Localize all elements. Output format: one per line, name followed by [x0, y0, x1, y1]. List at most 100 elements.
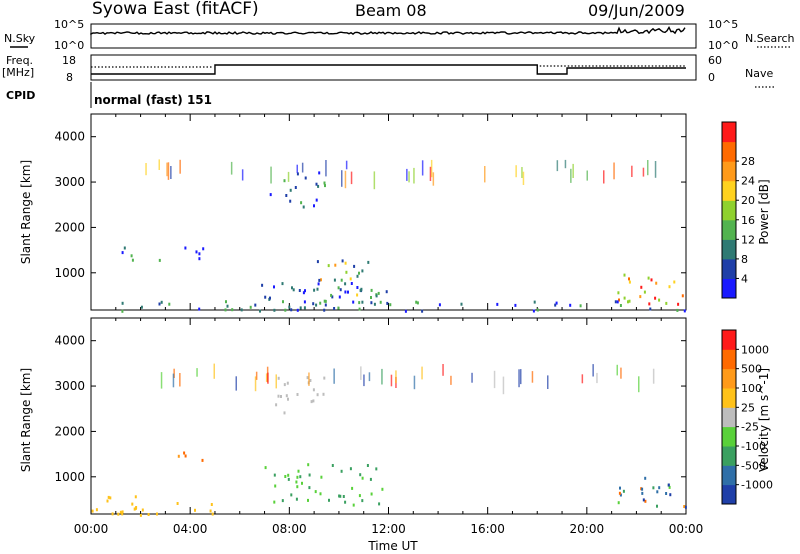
range-cell: [275, 403, 278, 407]
range-cell: [404, 309, 407, 313]
range-cell: [350, 171, 353, 185]
power-colorbar-label: Power [dB]: [757, 179, 771, 244]
cpid-label: CPID: [6, 89, 35, 102]
range-cell: [156, 512, 158, 516]
colorbar-swatch: [722, 239, 736, 260]
range-cell: [254, 303, 257, 307]
range-cell: [198, 307, 201, 311]
range-cell: [416, 301, 419, 305]
freq-tick-top: 18: [62, 54, 76, 67]
range-cell: [196, 368, 198, 377]
range-cell: [226, 304, 229, 308]
range-cell: [361, 476, 364, 480]
range-cell: [323, 376, 326, 380]
range-cell: [656, 504, 658, 508]
range-cell: [627, 300, 629, 304]
range-cell: [123, 246, 126, 250]
colorbar-swatch: [722, 258, 736, 279]
range-cell: [515, 165, 517, 178]
range-cell: [269, 193, 272, 197]
range-cell: [211, 512, 214, 516]
nsky-trace: [90, 26, 686, 36]
nsky-tick-top: 10^5: [54, 18, 84, 31]
range-cell: [356, 286, 359, 289]
range-cell: [647, 160, 649, 176]
range-cell: [303, 300, 306, 304]
nave-label: Nave: [745, 67, 773, 80]
range-cell: [395, 370, 397, 384]
range-cell: [259, 309, 261, 313]
range-cell: [296, 308, 299, 312]
colorbar-frame: [721, 121, 737, 299]
range-cell: [668, 485, 671, 489]
colorbar-swatch: [722, 219, 736, 240]
range-cell: [361, 269, 364, 273]
range-cell: [147, 513, 150, 516]
range-cell: [370, 492, 373, 496]
range-cell: [267, 372, 269, 384]
range-cell: [340, 278, 343, 282]
nsky-panel: [90, 23, 697, 49]
nsearch-label: N.Search: [745, 32, 795, 45]
range-cell: [570, 168, 572, 183]
colorbar-swatch: [722, 200, 736, 221]
range-cell: [460, 302, 463, 306]
range-cell: [358, 494, 361, 498]
panel-frame: [90, 113, 687, 311]
range-cell: [314, 490, 317, 494]
range-cell: [235, 376, 237, 391]
range-cell: [324, 184, 326, 188]
range-cell: [322, 392, 325, 396]
range-cell: [301, 481, 303, 485]
range-cell: [95, 508, 98, 512]
colorbar-tick-label: -1000: [741, 479, 773, 492]
range-cell: [287, 397, 289, 401]
range-cell: [677, 302, 680, 306]
range-cell: [619, 493, 622, 497]
freq-line: [91, 64, 686, 75]
range-cell: [623, 296, 626, 300]
range-cell: [202, 247, 205, 251]
range-cell: [569, 303, 572, 307]
cpid-value: normal (fast) 151: [94, 93, 212, 107]
colorbar-tick-label: 20: [741, 194, 755, 207]
range-cell: [292, 288, 295, 292]
range-cell: [119, 510, 122, 514]
range-cell: [331, 464, 334, 467]
range-cell: [316, 287, 319, 291]
range-cell: [644, 499, 647, 503]
range-cell: [176, 502, 179, 505]
range-cell: [254, 376, 257, 392]
range-cell: [496, 302, 499, 306]
y-tick-label: 4000: [54, 130, 85, 144]
range-cell: [353, 264, 356, 268]
range-cell: [306, 376, 309, 380]
range-cell: [471, 372, 473, 383]
range-cell: [683, 309, 686, 313]
range-cell: [603, 170, 605, 184]
range-cell: [310, 400, 313, 404]
range-cell: [168, 302, 171, 306]
range-cell: [333, 307, 336, 310]
velocity-panel: 1000 2000 3000 4000: [54, 317, 687, 517]
range-cell: [650, 278, 653, 282]
range-cell: [130, 254, 133, 258]
range-cell: [323, 299, 326, 303]
range-cell: [283, 179, 286, 183]
range-cell: [344, 282, 347, 286]
colorbar-swatch: [722, 465, 736, 486]
range-cell: [324, 299, 327, 303]
range-cell: [275, 374, 277, 389]
range-cell: [240, 308, 243, 312]
colorbar-tick-label: -100: [741, 440, 766, 453]
range-cell: [673, 280, 676, 284]
range-cell: [628, 280, 631, 284]
range-cell: [121, 510, 124, 514]
power-panel: 1000 2000 3000 4000: [54, 113, 687, 313]
range-cell: [521, 167, 523, 178]
range-cell: [308, 486, 311, 490]
range-cell: [183, 451, 186, 455]
range-cell: [654, 161, 657, 178]
range-cell: [145, 163, 147, 176]
range-cell: [358, 271, 360, 275]
